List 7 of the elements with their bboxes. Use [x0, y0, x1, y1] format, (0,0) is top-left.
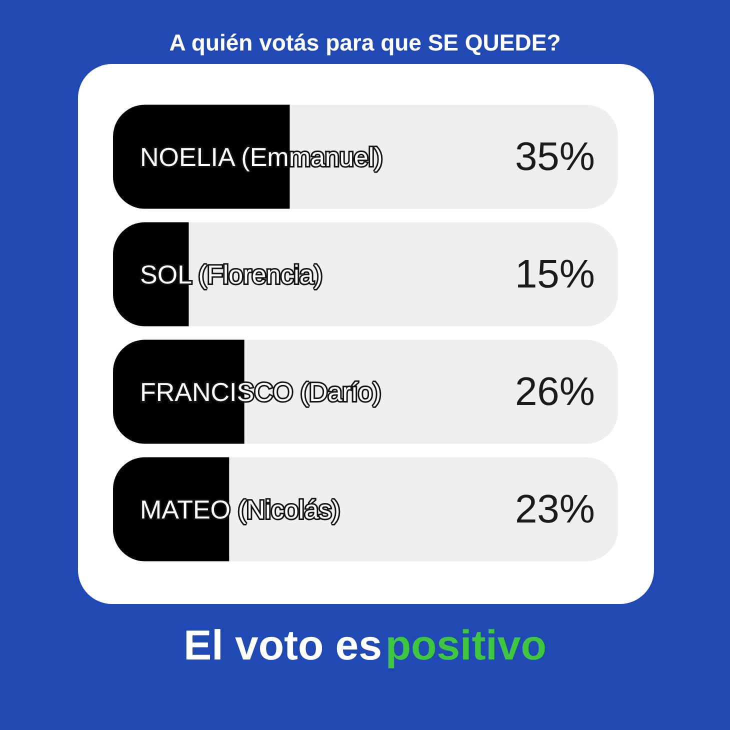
- text: El voto es: [184, 622, 382, 668]
- data-label: 26%: [514, 370, 595, 414]
- text: positivo: [385, 622, 546, 668]
- data-label: 23%: [514, 487, 595, 532]
- data-label: 35%: [514, 134, 595, 179]
- chart-title: A quién votás para que SE QUEDE?: [169, 30, 561, 56]
- data-label: 15%: [514, 252, 595, 296]
